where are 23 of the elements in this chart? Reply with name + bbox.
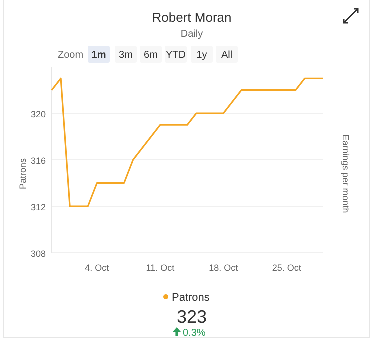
y-tick-label: 320: [30, 110, 46, 120]
chart-title: Robert Moran: [152, 10, 232, 25]
text: 0.3%: [183, 328, 206, 338]
y-tick-label: 316: [30, 156, 46, 166]
text: 6m: [144, 50, 158, 61]
x-tick-label: 4. Oct: [85, 263, 110, 273]
line-series: [51, 78, 324, 208]
y-axis-title: Patrons: [18, 158, 28, 190]
chart-subtitle: Daily: [180, 29, 204, 40]
x-tick-label: 18. Oct: [209, 263, 239, 273]
y-tick-label: 312: [30, 202, 46, 212]
legend-label: Patrons: [172, 292, 210, 304]
text: All: [221, 50, 233, 61]
text: 1m: [92, 50, 106, 61]
text: 323: [176, 307, 208, 327]
text: 1y: [196, 50, 208, 61]
text: YTD: [166, 50, 186, 61]
text: 3m: [119, 50, 133, 61]
y-tick-label: 308: [30, 249, 46, 259]
text: Zoom: [58, 50, 84, 61]
y2-axis-title: Earnings per month: [341, 134, 351, 214]
x-tick-label: 11. Oct: [146, 263, 176, 273]
x-tick-label: 25. Oct: [272, 263, 302, 273]
